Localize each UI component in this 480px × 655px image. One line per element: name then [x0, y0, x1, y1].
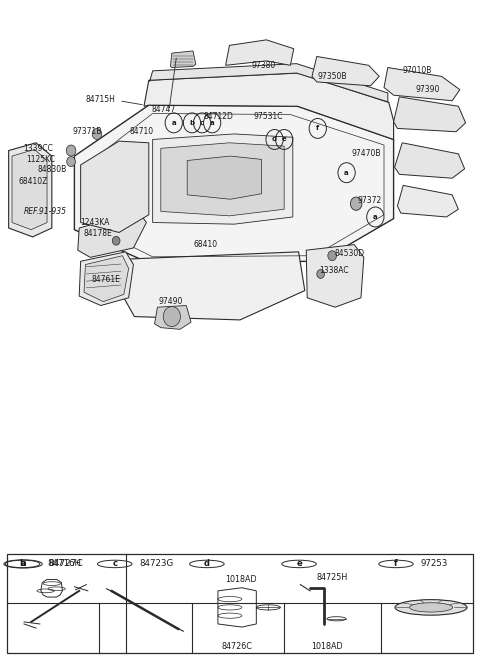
Polygon shape: [306, 244, 364, 307]
Text: c: c: [112, 559, 117, 569]
Text: 97372: 97372: [358, 196, 382, 205]
Circle shape: [163, 307, 180, 327]
Text: c: c: [200, 120, 204, 126]
Polygon shape: [226, 40, 294, 66]
Text: d: d: [272, 136, 277, 143]
Text: 97350B: 97350B: [318, 72, 348, 81]
Circle shape: [92, 128, 102, 140]
Text: 84761E: 84761E: [91, 275, 120, 284]
Text: 84725H: 84725H: [316, 573, 348, 582]
Text: b: b: [20, 559, 25, 569]
Polygon shape: [170, 51, 196, 67]
Text: b: b: [190, 120, 194, 126]
Text: 84716H: 84716H: [48, 559, 82, 569]
Circle shape: [112, 236, 120, 245]
Text: 1125KC: 1125KC: [26, 155, 55, 164]
Polygon shape: [187, 156, 262, 199]
Text: 97380: 97380: [252, 61, 276, 70]
Circle shape: [409, 603, 453, 612]
Text: a: a: [20, 559, 26, 569]
Text: 68410: 68410: [193, 240, 217, 249]
Text: d: d: [204, 559, 210, 569]
Text: 84715H: 84715H: [86, 95, 116, 104]
Polygon shape: [81, 141, 149, 233]
Text: 97531C: 97531C: [253, 112, 283, 121]
Polygon shape: [78, 212, 146, 257]
Circle shape: [67, 157, 75, 166]
Circle shape: [328, 251, 336, 261]
Text: a: a: [171, 120, 176, 126]
Polygon shape: [155, 305, 191, 329]
Text: 84726C: 84726C: [222, 642, 252, 651]
Text: 84530D: 84530D: [335, 249, 364, 258]
Polygon shape: [144, 73, 394, 140]
Text: 1243KA: 1243KA: [80, 218, 109, 227]
Polygon shape: [153, 134, 293, 224]
Text: 1339CC: 1339CC: [24, 144, 53, 153]
Text: 84710: 84710: [130, 127, 154, 136]
Text: f: f: [394, 559, 398, 569]
Text: 97490: 97490: [158, 297, 182, 306]
Text: e: e: [282, 136, 287, 143]
Text: 97371B: 97371B: [72, 127, 102, 136]
Circle shape: [350, 197, 362, 210]
Polygon shape: [79, 252, 133, 305]
Text: 97390: 97390: [416, 85, 440, 94]
Circle shape: [395, 599, 467, 615]
Text: e: e: [296, 559, 302, 569]
Text: 84712D: 84712D: [204, 112, 233, 121]
Polygon shape: [312, 56, 379, 86]
Polygon shape: [9, 143, 52, 237]
Text: 84727C: 84727C: [48, 559, 83, 569]
Text: 84747: 84747: [151, 105, 175, 113]
Circle shape: [66, 145, 76, 156]
Text: f: f: [316, 125, 319, 132]
Polygon shape: [84, 255, 129, 302]
Text: REF.91-935: REF.91-935: [24, 207, 67, 216]
Polygon shape: [397, 185, 458, 217]
Polygon shape: [12, 149, 47, 230]
Text: 97010B: 97010B: [403, 66, 432, 75]
Text: a: a: [373, 214, 378, 220]
Text: 97470B: 97470B: [351, 149, 381, 159]
Text: 1018AD: 1018AD: [311, 642, 343, 651]
Text: a: a: [344, 170, 349, 176]
Text: 68410Z: 68410Z: [19, 177, 48, 186]
Text: 84178E: 84178E: [84, 229, 112, 238]
Polygon shape: [150, 64, 388, 102]
Polygon shape: [394, 97, 466, 132]
Polygon shape: [384, 67, 460, 101]
Text: 84723G: 84723G: [140, 559, 174, 569]
Text: 84830B: 84830B: [37, 166, 66, 174]
Text: 1018AD: 1018AD: [225, 575, 257, 584]
Circle shape: [317, 270, 324, 278]
Polygon shape: [124, 252, 305, 320]
Text: 1338AC: 1338AC: [319, 265, 348, 274]
Polygon shape: [161, 143, 284, 216]
Polygon shape: [74, 105, 394, 263]
Text: a: a: [210, 120, 215, 126]
Polygon shape: [395, 143, 465, 178]
Text: 97253: 97253: [421, 559, 448, 569]
